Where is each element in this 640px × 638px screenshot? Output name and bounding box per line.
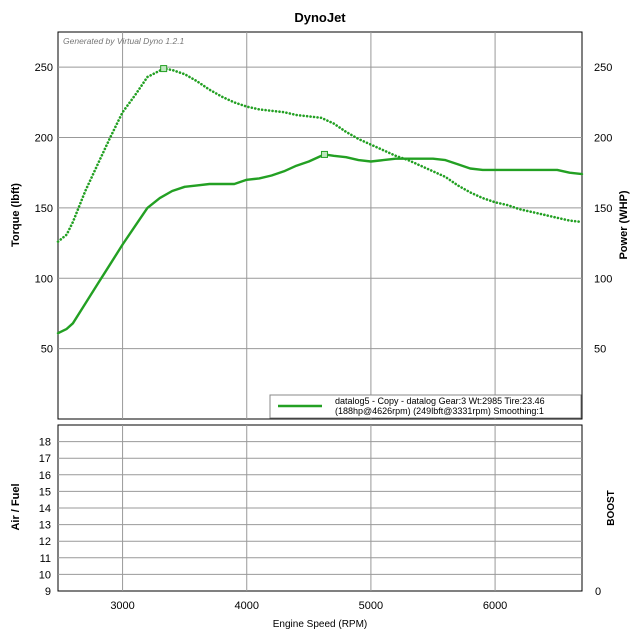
y-tick-left: 150 — [35, 203, 53, 215]
y-tick-left: 200 — [35, 133, 53, 145]
series-power-line — [56, 153, 584, 335]
x-tick-label: 4000 — [234, 600, 258, 612]
series-torque-line — [56, 67, 584, 243]
y-tick-left-bottom: 14 — [39, 503, 51, 515]
legend-line-1: datalog5 - Copy - datalog Gear:3 Wt:2985… — [335, 396, 545, 406]
legend: datalog5 - Copy - datalog Gear:3 Wt:2985… — [269, 394, 582, 419]
x-axis-label: Engine Speed (RPM) — [273, 619, 368, 630]
y-tick-left-bottom: 13 — [39, 520, 51, 532]
legend-line-2: (188hp@4626rpm) (249lbft@3331rpm) Smooth… — [335, 406, 544, 416]
y-tick-left-bottom: 10 — [39, 569, 51, 581]
top-grid — [58, 32, 582, 419]
bottom-grid — [58, 425, 582, 591]
torque-power-panel: 50 100 150 200 250 50 100 150 200 250 Generated b… — [10, 31, 630, 420]
series-power-peak-marker — [320, 150, 328, 158]
y-tick-right: 200 — [594, 133, 612, 145]
y-tick-left-bottom: 17 — [39, 453, 51, 465]
bottom-ticks: 9 10 11 12 13 14 15 16 17 18 0 — [39, 437, 601, 598]
y-tick-right: 250 — [594, 62, 612, 74]
y-tick-left-bottom: 9 — [45, 586, 51, 598]
x-tick-label: 6000 — [483, 600, 507, 612]
chart-title: DynoJet — [294, 10, 346, 25]
y-tick-left-bottom: 15 — [39, 486, 51, 498]
x-ticks: 3000 4000 5000 6000 — [110, 600, 507, 612]
y-tick-left-bottom: 12 — [39, 536, 51, 548]
y-tick-left-bottom: 11 — [40, 553, 51, 565]
series-torque-peak-marker — [160, 65, 168, 73]
x-tick-label: 3000 — [110, 600, 134, 612]
top-ticks: 50 100 150 200 250 50 100 150 200 250 — [35, 62, 613, 355]
y-axis-label-right: Power (WHP) — [618, 190, 630, 259]
y-tick-left-bottom: 16 — [39, 470, 51, 482]
air-fuel-boost-panel: 9 10 11 12 13 14 15 16 17 18 0 3000 4000 5000 6000 Ai… — [10, 424, 617, 630]
y-tick-left: 100 — [35, 273, 53, 285]
y-axis-label-left-bottom: Air / Fuel — [10, 483, 22, 530]
y-tick-right: 100 — [594, 273, 612, 285]
top-series — [56, 65, 584, 335]
y-tick-left-bottom: 18 — [39, 437, 51, 449]
watermark: Generated by Virtual Dyno 1.2.1 — [63, 36, 185, 46]
y-axis-label-left: Torque (lbft) — [10, 183, 22, 247]
y-tick-right-bottom: 0 — [595, 586, 601, 598]
x-tick-label: 5000 — [359, 600, 383, 612]
y-tick-right: 150 — [594, 203, 612, 215]
legend-box — [269, 394, 582, 419]
y-axis-label-right-bottom: BOOST — [606, 490, 617, 526]
y-tick-left: 250 — [35, 62, 53, 74]
y-tick-right: 50 — [594, 344, 606, 356]
y-tick-left: 50 — [41, 344, 53, 356]
